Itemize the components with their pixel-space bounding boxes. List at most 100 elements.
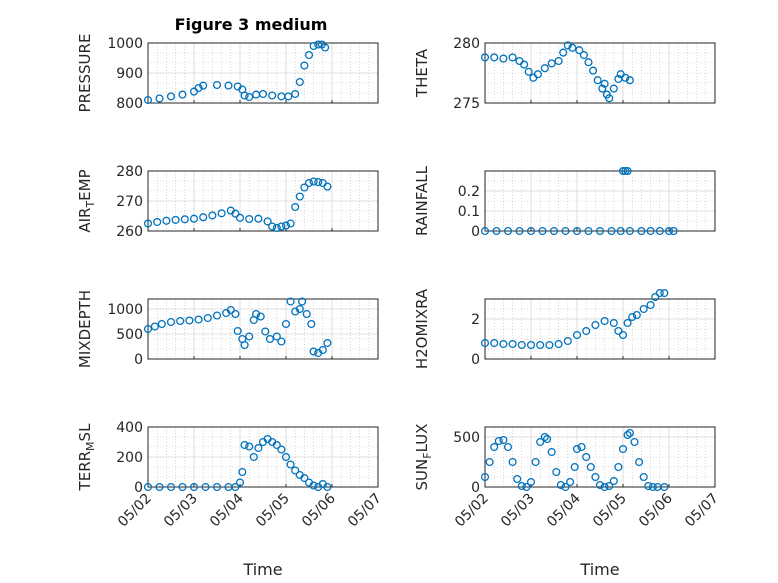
subplot-1: 275 280 THETA — [413, 36, 716, 112]
data-point — [203, 313, 212, 323]
data-point — [632, 310, 641, 320]
axes-frame — [147, 426, 379, 488]
data-point — [591, 472, 600, 482]
data-point — [669, 226, 678, 236]
data-point — [231, 482, 240, 492]
data-point — [494, 436, 503, 446]
data-point — [309, 41, 318, 51]
data-point — [595, 226, 605, 236]
data-point — [503, 226, 513, 236]
data-point — [526, 477, 536, 487]
data-point — [272, 440, 281, 450]
data-point — [300, 183, 309, 192]
x-tick-label: 05/06 — [299, 490, 339, 530]
data-point — [254, 214, 263, 223]
data-point — [143, 95, 153, 105]
data-point — [639, 472, 648, 482]
subplot-grid: 800 900 1000 PRESSURE 275 280 THETA 260 270 280 AI… — [76, 34, 722, 579]
data-point — [623, 430, 632, 440]
data-point — [508, 53, 517, 62]
subplot-3: 0 0.1 0.2 RAINFALL — [413, 165, 716, 240]
data-point — [616, 226, 625, 236]
data-point — [295, 192, 304, 201]
data-point — [593, 76, 602, 85]
axes-frame — [484, 42, 716, 104]
data-point — [286, 297, 295, 306]
data-point — [561, 482, 570, 492]
x-tick-label: 05/07 — [682, 491, 722, 531]
data-point — [252, 309, 261, 319]
data-point — [258, 89, 268, 99]
data-point — [240, 91, 249, 100]
y-tick-label: 0 — [134, 352, 143, 368]
subplot-2: 260 270 280 AIRTEMP — [76, 164, 379, 240]
data-point — [600, 482, 609, 492]
axes-frame — [484, 170, 716, 232]
data-point — [321, 43, 330, 52]
data-point — [233, 326, 242, 336]
data-point — [143, 482, 153, 492]
data-point — [552, 467, 561, 477]
y-tick-label: 260 — [116, 224, 143, 240]
data-point — [155, 94, 164, 103]
data-point — [291, 307, 300, 316]
data-point — [300, 61, 309, 70]
data-point — [625, 226, 634, 236]
data-point — [646, 226, 655, 236]
data-point — [277, 445, 286, 454]
data-point — [490, 338, 499, 348]
data-point — [323, 482, 332, 492]
axes-frame — [147, 170, 379, 232]
data-point — [621, 166, 630, 176]
data-point — [570, 462, 579, 472]
data-point — [153, 217, 162, 227]
data-point — [508, 457, 517, 467]
data-point — [563, 336, 572, 346]
data-point — [536, 437, 545, 447]
x-tick-label: 05/06 — [636, 490, 676, 530]
y-axis-label: RAINFALL — [413, 165, 431, 236]
data-point — [249, 452, 258, 462]
data-point — [600, 79, 609, 88]
data-point — [554, 56, 563, 66]
data-point — [520, 60, 529, 69]
data-point — [235, 478, 245, 487]
data-point — [628, 312, 637, 322]
data-point — [189, 482, 199, 492]
data-point — [485, 457, 494, 467]
data-point — [621, 73, 630, 82]
y-tick-label: 0.2 — [458, 184, 480, 200]
data-point — [314, 178, 323, 187]
subplot-0: 800 900 1000 PRESSURE — [76, 34, 379, 112]
figure-title: Figure 3 medium — [175, 15, 328, 34]
data-point — [302, 309, 311, 319]
data-point — [194, 315, 203, 324]
data-point — [180, 215, 189, 224]
data-point — [490, 53, 499, 62]
data-point — [291, 89, 300, 99]
data-point — [598, 84, 607, 93]
data-point — [536, 340, 545, 350]
x-tick-label: 05/03 — [161, 491, 201, 531]
y-tick-label: 270 — [116, 194, 143, 210]
data-point — [323, 182, 332, 191]
data-point — [540, 64, 549, 73]
data-point — [600, 316, 609, 326]
data-point — [238, 467, 247, 477]
x-tick-label: 05/04 — [544, 490, 584, 530]
data-point — [556, 480, 565, 490]
data-point — [572, 226, 582, 236]
data-point — [526, 340, 536, 350]
data-point — [194, 83, 203, 93]
y-tick-label: 280 — [453, 36, 480, 52]
data-point — [533, 70, 542, 79]
data-point — [623, 318, 632, 328]
data-point — [618, 166, 628, 176]
data-point — [526, 226, 536, 236]
data-point — [545, 340, 554, 350]
data-point — [644, 481, 653, 491]
data-point — [625, 428, 634, 438]
data-point — [490, 442, 499, 452]
data-point — [577, 442, 586, 452]
data-point — [639, 304, 648, 314]
